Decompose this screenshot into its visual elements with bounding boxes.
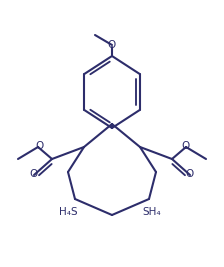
Text: SH₄: SH₄ bbox=[143, 207, 161, 217]
Text: O: O bbox=[108, 40, 116, 50]
Text: O: O bbox=[181, 141, 189, 151]
Text: O: O bbox=[30, 169, 38, 179]
Text: H₄S: H₄S bbox=[59, 207, 77, 217]
Text: O: O bbox=[186, 169, 194, 179]
Text: O: O bbox=[35, 141, 43, 151]
